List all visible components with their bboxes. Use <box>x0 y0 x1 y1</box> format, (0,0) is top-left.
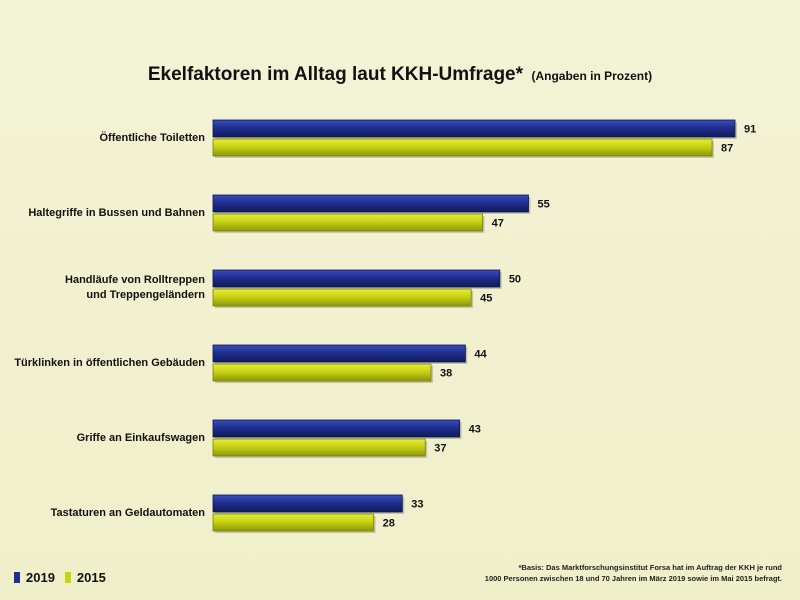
bar-2015 <box>212 288 472 307</box>
legend: 2019 2015 <box>14 570 106 585</box>
chart-title-block: Ekelfaktoren im Alltag laut KKH-Umfrage*… <box>0 64 800 86</box>
category-label: Türklinken in öffentlichen Gebäuden <box>14 356 205 369</box>
bar-2015 <box>212 363 432 382</box>
bar-value-label: 50 <box>509 274 521 286</box>
category-label: Tastaturen an Geldautomaten <box>50 506 205 519</box>
bar-value-label: 44 <box>474 349 487 361</box>
bar-2019 <box>212 119 736 138</box>
bar-value-label: 37 <box>434 443 446 455</box>
bar-2019 <box>212 344 466 363</box>
legend-swatch-2019 <box>14 572 20 583</box>
bar-value-label: 55 <box>537 199 549 211</box>
category-label: Öffentliche Toiletten <box>99 131 205 144</box>
footnote: *Basis: Das Marktforschungsinstitut Fors… <box>452 562 782 584</box>
footnote-line: 1000 Personen zwischen 18 und 70 Jahren … <box>484 574 782 583</box>
bar-2019 <box>212 419 461 438</box>
bar-value-label: 87 <box>721 143 733 155</box>
bar-value-label: 28 <box>383 518 395 530</box>
category-label: Griffe an Einkaufswagen <box>76 431 205 444</box>
legend-label-2015: 2015 <box>76 570 106 585</box>
chart-title: Ekelfaktoren im Alltag laut KKH-Umfrage* <box>147 64 524 85</box>
bar-value-label: 43 <box>469 424 481 436</box>
bar-value-label: 45 <box>480 293 492 305</box>
bar-2015 <box>212 138 713 157</box>
bar-value-label: 91 <box>744 124 756 136</box>
bar-2019 <box>212 494 403 513</box>
chart-subtitle: (Angaben in Prozent) <box>531 69 653 83</box>
category-label: Handläufe von Rolltreppen und Treppengelä… <box>65 274 205 301</box>
bar-2015 <box>212 213 484 232</box>
bar-2019 <box>212 269 501 288</box>
bar-2019 <box>212 194 529 213</box>
bar-value-label: 47 <box>492 218 504 230</box>
footnote-line: *Basis: Das Marktforschungsinstitut Fors… <box>518 563 782 572</box>
bar-value-label: 38 <box>440 368 452 380</box>
category-label: Haltegriffe in Bussen und Bahnen <box>28 206 205 219</box>
bar-value-label: 33 <box>411 499 423 511</box>
legend-label-2019: 2019 <box>26 570 55 585</box>
bar-2015 <box>212 438 426 457</box>
bar-2015 <box>212 513 375 532</box>
legend-swatch-2015 <box>64 572 71 583</box>
